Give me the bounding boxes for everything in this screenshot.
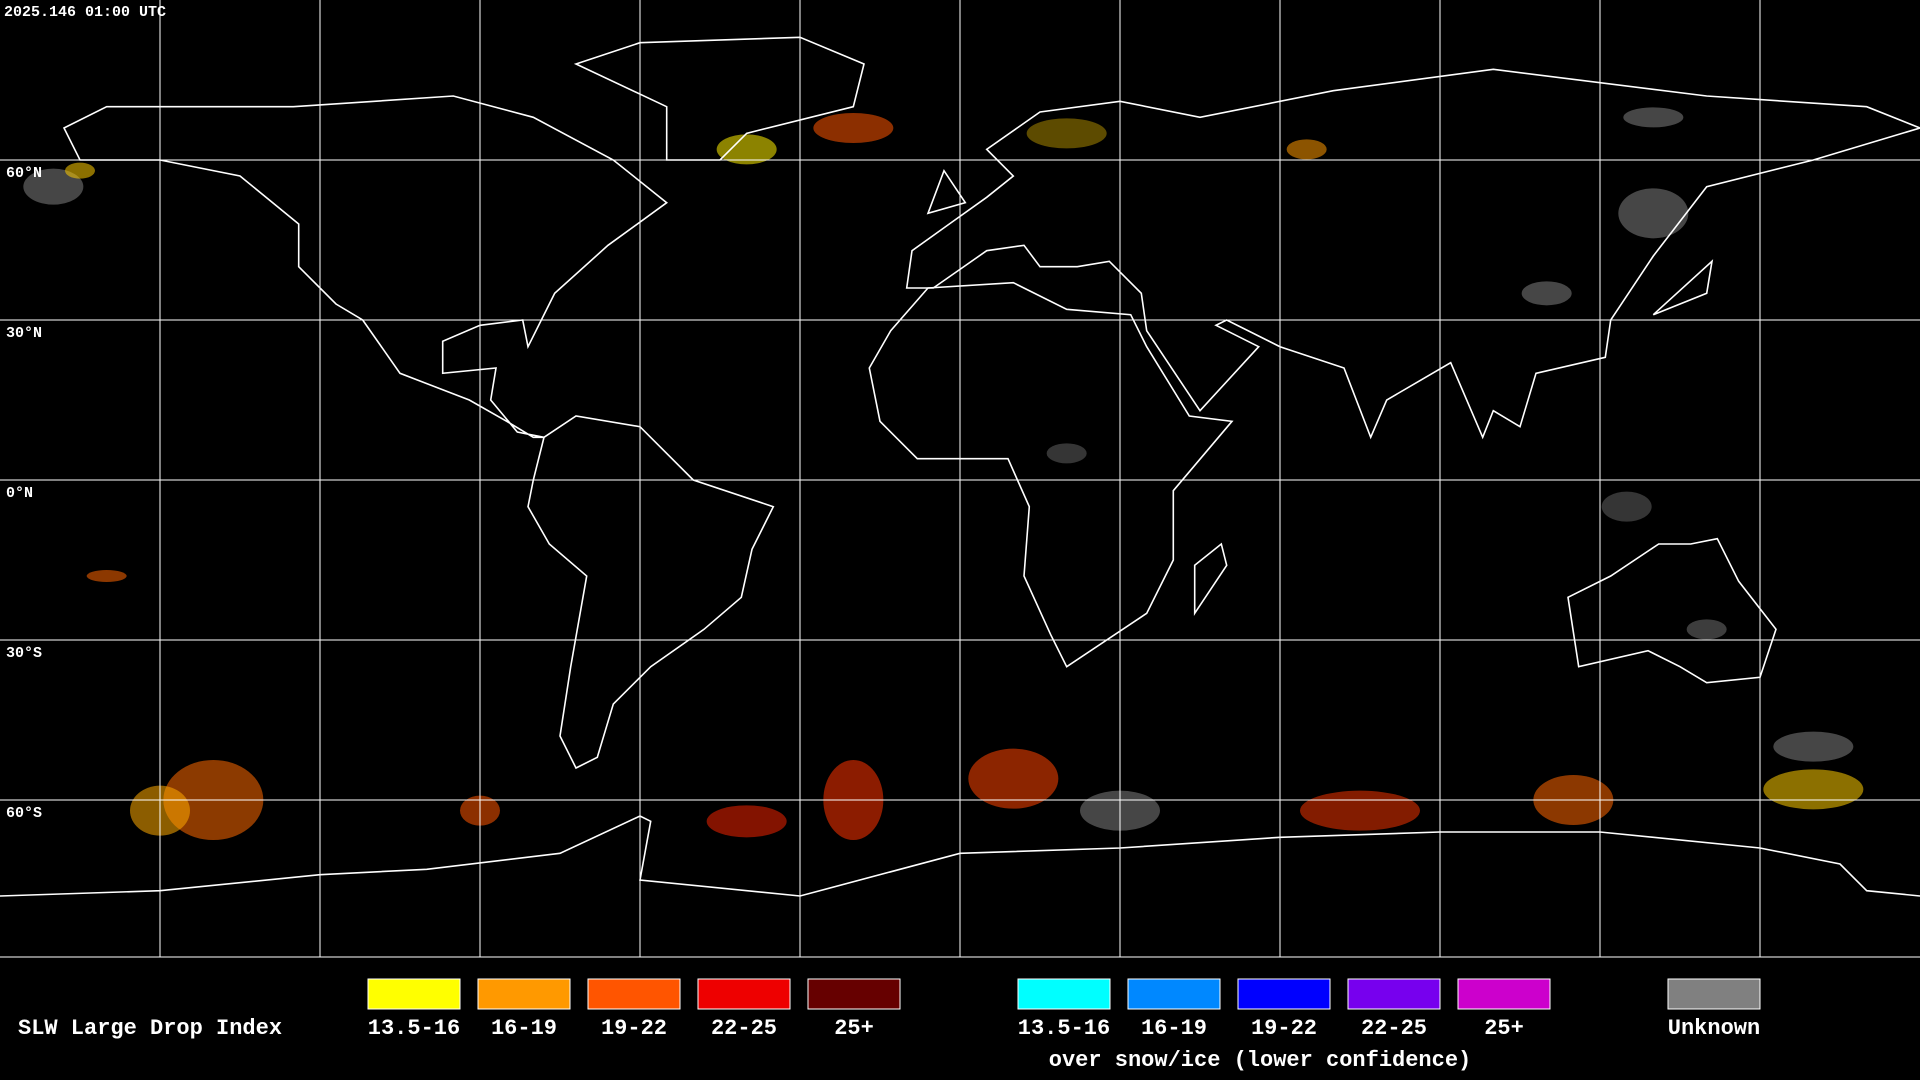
legend-label: 25+ [834,1016,874,1041]
cloud-layer [23,107,1864,840]
coastline [1193,542,1228,616]
legend-label: 16-19 [491,1016,557,1041]
cloud-area [1623,107,1684,128]
legend-label: Unknown [1668,1016,1760,1041]
cloud-area [968,748,1059,809]
cloud-area [1601,491,1652,522]
legend-swatch [1127,978,1221,1010]
cloud-area [86,570,127,582]
coastlines [0,36,1920,897]
legend-swatch [587,978,681,1010]
legend-swatch [1457,978,1551,1010]
cloud-area [1286,139,1327,160]
legend-swatch [1347,978,1441,1010]
cloud-area [65,162,95,179]
latitude-labels: 60°N 30°N 0°N 30°S 60°S [6,165,42,822]
cloud-area [813,113,894,143]
coastline [868,281,1234,668]
cloud-area [706,805,787,838]
coastline [1567,537,1777,684]
cloud-area [1763,769,1864,810]
latitude-label: 60°S [6,805,42,822]
legend-swatch [477,978,571,1010]
coastline [926,168,967,215]
legend-label: 16-19 [1141,1016,1207,1041]
latitude-label: 60°N [6,165,42,182]
cloud-area [1773,731,1854,762]
legend-label: 13.5-16 [368,1016,460,1041]
legend-swatch [807,978,901,1010]
legend-swatch [1237,978,1331,1010]
legend-title: SLW Large Drop Index [18,1016,282,1041]
cloud-area [1618,188,1689,239]
cloud-area [1300,790,1420,831]
timestamp: 2025.146 01:00 UTC [4,4,166,21]
legend-swatch [697,978,791,1010]
legend-label: 22-25 [1361,1016,1427,1041]
coastline [0,815,1920,897]
latitude-label: 30°S [6,645,42,662]
latitude-label: 30°N [6,325,42,342]
cloud-area [1046,443,1087,464]
cloud-area [1686,619,1727,640]
cloud-area [1026,118,1107,149]
legend-label: 22-25 [711,1016,777,1041]
legend-label: 13.5-16 [1018,1016,1110,1041]
coastline [905,68,1920,440]
latitude-label: 0°N [6,485,33,502]
legend-swatch [1667,978,1761,1010]
coastline [573,36,865,161]
legend-label: 19-22 [1251,1016,1317,1041]
legend-swatch [1017,978,1111,1010]
cloud-area [1521,281,1572,306]
legend: SLW Large Drop Index 13.5-16 16-19 19-22 22-… [18,978,1761,1073]
snow-caption: over snow/ice (lower confidence) [1049,1048,1471,1073]
legend-swatch [367,978,461,1010]
coastline [62,95,669,439]
cloud-area [716,134,777,165]
legend-label: 25+ [1484,1016,1524,1041]
graticule [0,0,1920,957]
coastline [1652,259,1714,316]
legend-label: 19-22 [601,1016,667,1041]
cloud-area [23,168,84,205]
